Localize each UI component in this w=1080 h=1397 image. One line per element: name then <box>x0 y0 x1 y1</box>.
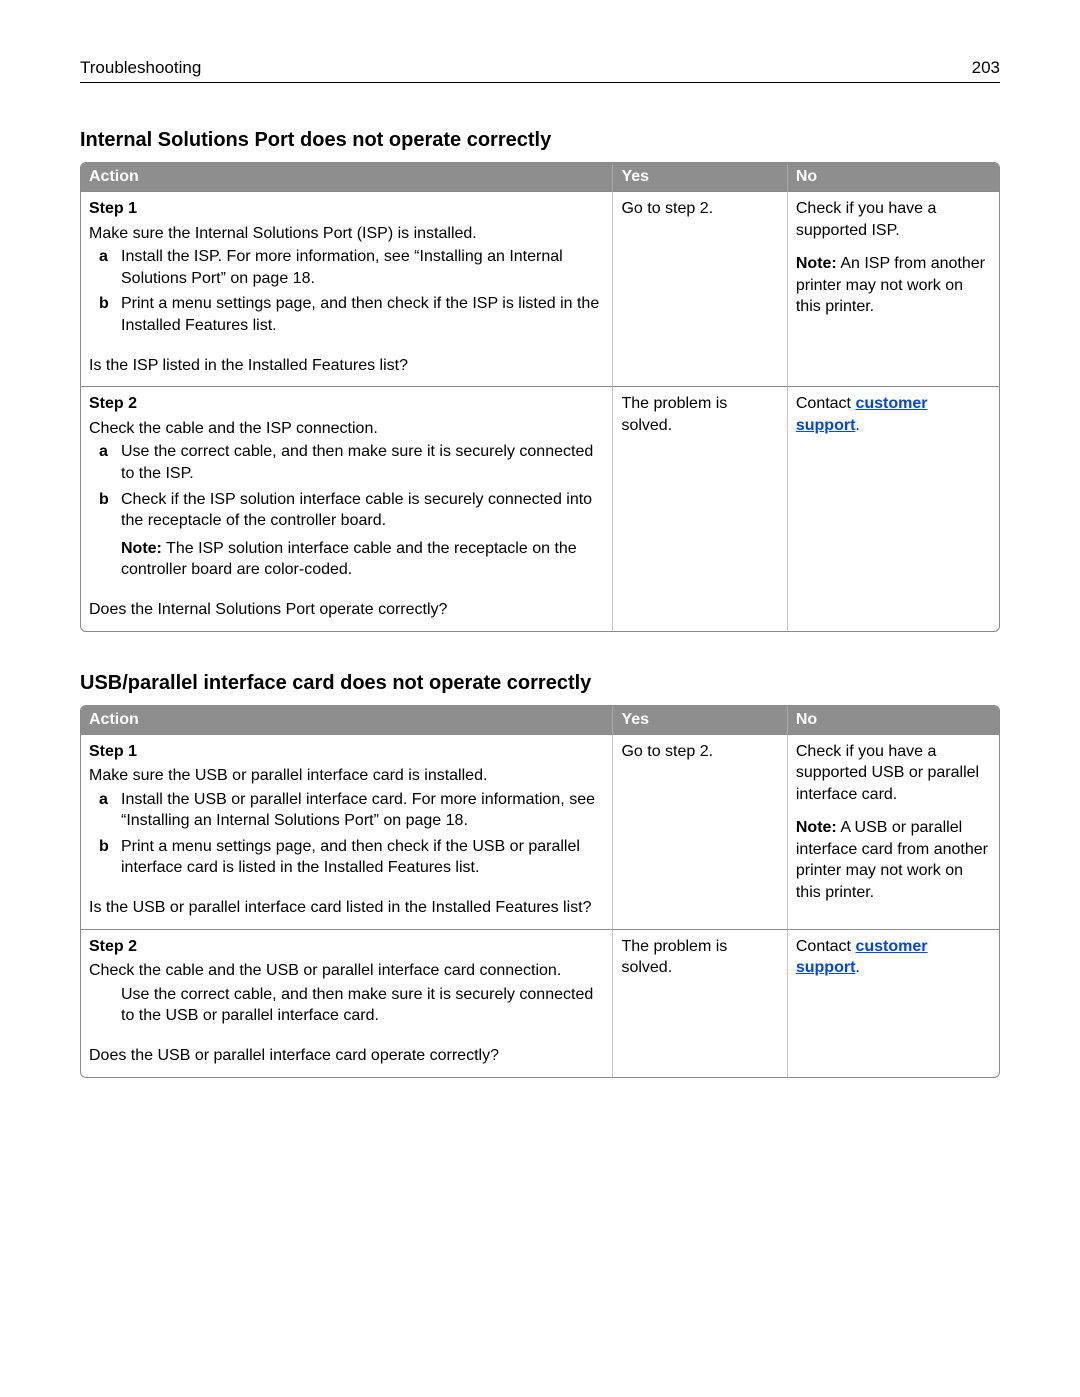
list-item: b Check if the ISP solution interface ca… <box>99 489 604 581</box>
list-body: Install the ISP. For more information, s… <box>121 246 604 289</box>
step-items: a Install the ISP. For more information,… <box>89 246 604 336</box>
list-body: Use the correct cable, and then make sur… <box>121 441 604 484</box>
table-header-row: Action Yes No <box>81 706 999 734</box>
col-action: Action <box>81 163 613 191</box>
note-label: Note: <box>796 255 837 272</box>
list-body: Print a menu settings page, and then che… <box>121 293 604 336</box>
list-marker: a <box>99 441 121 484</box>
section2-table: Action Yes No Step 1 Make sure the USB o… <box>80 705 1000 1078</box>
no-text: Check if you have a supported ISP. <box>796 198 991 241</box>
action-cell: Step 2 Check the cable and the USB or pa… <box>81 929 613 1077</box>
header-page-number: 203 <box>972 58 1000 78</box>
no-note: Note: An ISP from another printer may no… <box>796 253 991 318</box>
list-body: Print a menu settings page, and then che… <box>121 836 604 879</box>
no-cell: Check if you have a supported ISP. Note:… <box>788 191 999 386</box>
note-label: Note: <box>121 540 162 557</box>
action-cell: Step 2 Check the cable and the ISP conne… <box>81 386 613 630</box>
action-cell: Step 1 Make sure the USB or parallel int… <box>81 734 613 929</box>
table-row: Step 1 Make sure the Internal Solutions … <box>81 191 999 386</box>
list-marker: a <box>99 246 121 289</box>
no-cell: Contact customer support. <box>788 386 999 630</box>
table-row: Step 2 Check the cable and the USB or pa… <box>81 929 999 1077</box>
step-items: a Install the USB or parallel interface … <box>89 789 604 879</box>
no-suffix: . <box>855 959 859 976</box>
step-intro: Check the cable and the USB or parallel … <box>89 960 604 982</box>
step-items: a Use the correct cable, and then make s… <box>89 441 604 581</box>
item-note: Note: The ISP solution interface cable a… <box>121 538 604 581</box>
no-cell: Contact customer support. <box>788 929 999 1077</box>
table-header-row: Action Yes No <box>81 163 999 191</box>
list-item: b Print a menu settings page, and then c… <box>99 293 604 336</box>
running-header: Troubleshooting 203 <box>80 58 1000 83</box>
yes-cell: The problem is solved. <box>613 386 787 630</box>
list-item: a Install the ISP. For more information,… <box>99 246 604 289</box>
header-section: Troubleshooting <box>80 58 201 78</box>
step-question: Is the USB or parallel interface card li… <box>89 897 604 919</box>
table-row: Step 1 Make sure the USB or parallel int… <box>81 734 999 929</box>
section2-title: USB/parallel interface card does not ope… <box>80 672 1000 695</box>
step-label: Step 2 <box>89 393 604 415</box>
list-marker: b <box>99 489 121 581</box>
step-question: Does the Internal Solutions Port operate… <box>89 599 604 621</box>
single-sub: Use the correct cable, and then make sur… <box>121 984 604 1027</box>
no-prefix: Contact <box>796 395 856 412</box>
step-question: Does the USB or parallel interface card … <box>89 1045 604 1067</box>
step-label: Step 1 <box>89 198 604 220</box>
section1-title: Internal Solutions Port does not operate… <box>80 129 1000 152</box>
col-yes: Yes <box>613 163 787 191</box>
note-text: The ISP solution interface cable and the… <box>121 540 577 579</box>
note-label: Note: <box>796 819 837 836</box>
no-text: Check if you have a supported USB or par… <box>796 741 991 806</box>
list-marker: a <box>99 789 121 832</box>
step-intro: Check the cable and the ISP connection. <box>89 418 604 440</box>
list-body: Install the USB or parallel interface ca… <box>121 789 604 832</box>
page: Troubleshooting 203 Internal Solutions P… <box>0 0 1080 1198</box>
step-label: Step 2 <box>89 936 604 958</box>
list-marker: b <box>99 293 121 336</box>
list-item: a Install the USB or parallel interface … <box>99 789 604 832</box>
step-question: Is the ISP listed in the Installed Featu… <box>89 355 604 377</box>
section1-table: Action Yes No Step 1 Make sure the Inter… <box>80 162 1000 632</box>
col-no: No <box>788 706 999 734</box>
step-intro: Make sure the USB or parallel interface … <box>89 765 604 787</box>
no-prefix: Contact <box>796 938 856 955</box>
col-no: No <box>788 163 999 191</box>
list-marker: b <box>99 836 121 879</box>
yes-cell: Go to step 2. <box>613 734 787 929</box>
col-yes: Yes <box>613 706 787 734</box>
action-cell: Step 1 Make sure the Internal Solutions … <box>81 191 613 386</box>
col-action: Action <box>81 706 613 734</box>
no-suffix: . <box>855 417 859 434</box>
list-body: Check if the ISP solution interface cabl… <box>121 489 604 581</box>
yes-cell: Go to step 2. <box>613 191 787 386</box>
yes-cell: The problem is solved. <box>613 929 787 1077</box>
list-item: b Print a menu settings page, and then c… <box>99 836 604 879</box>
no-note: Note: A USB or parallel interface card f… <box>796 817 991 903</box>
list-text: Check if the ISP solution interface cabl… <box>121 491 592 530</box>
no-cell: Check if you have a supported USB or par… <box>788 734 999 929</box>
table-row: Step 2 Check the cable and the ISP conne… <box>81 386 999 630</box>
list-item: a Use the correct cable, and then make s… <box>99 441 604 484</box>
step-intro: Make sure the Internal Solutions Port (I… <box>89 223 604 245</box>
step-label: Step 1 <box>89 741 604 763</box>
